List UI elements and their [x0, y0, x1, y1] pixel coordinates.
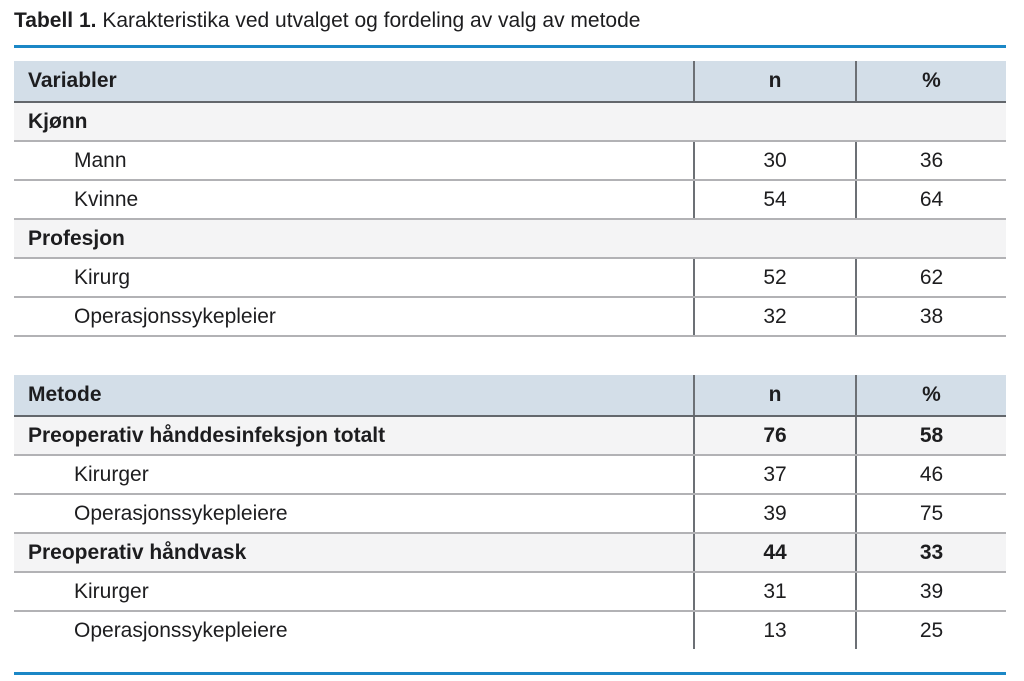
table-row: Kirurg 52 62 — [14, 258, 1006, 298]
header-pct: % — [855, 375, 1006, 417]
table-row: Kirurger 31 39 — [14, 572, 1006, 612]
row-pct: 39 — [855, 572, 1006, 612]
table-row: Kvinne 54 64 — [14, 180, 1006, 220]
table-row: Operasjonssykepleiere 39 75 — [14, 494, 1006, 534]
row-n: 13 — [693, 611, 856, 649]
row-label: Mann — [14, 141, 694, 181]
row-pct: 36 — [855, 141, 1006, 181]
section-row: Profesjon — [14, 219, 1006, 259]
total-row: Preoperativ håndvask 44 33 — [14, 533, 1006, 573]
row-n: 54 — [693, 180, 856, 220]
header-metode: Metode — [14, 375, 694, 417]
row-pct: 64 — [855, 180, 1006, 220]
row-pct: 38 — [855, 297, 1006, 337]
table-caption-text: Karakteristika ved utvalget og fordeling… — [96, 9, 641, 32]
row-label: Kirurger — [14, 572, 694, 612]
row-n: 37 — [693, 455, 856, 495]
row-n: 39 — [693, 494, 856, 534]
row-label: Operasjonssykepleier — [14, 297, 694, 337]
table-header-row: Variabler n % — [14, 61, 1006, 103]
header-pct: % — [855, 61, 1006, 103]
bottom-accent-rule — [14, 672, 1006, 675]
row-label: Operasjonssykepleiere — [14, 611, 694, 649]
row-label: Preoperativ hånddesinfeksjon totalt — [14, 416, 694, 456]
row-label: Operasjonssykepleiere — [14, 494, 694, 534]
table-caption: Tabell 1. Karakteristika ved utvalget og… — [14, 8, 1006, 34]
row-pct: 33 — [855, 533, 1006, 573]
section-label: Kjønn — [14, 102, 1006, 142]
total-row: Preoperativ hånddesinfeksjon totalt 76 5… — [14, 416, 1006, 456]
row-n: 52 — [693, 258, 856, 298]
characteristics-table: Variabler n % Kjønn Mann 30 36 Kvinne 54… — [14, 61, 1006, 337]
row-pct: 25 — [855, 611, 1006, 649]
section-row: Kjønn — [14, 102, 1006, 142]
row-pct: 46 — [855, 455, 1006, 495]
row-n: 31 — [693, 572, 856, 612]
table-row: Kirurger 37 46 — [14, 455, 1006, 495]
table-row: Operasjonssykepleiere 13 25 — [14, 611, 1006, 649]
header-variabler: Variabler — [14, 61, 694, 103]
row-label: Kirurg — [14, 258, 694, 298]
row-label: Kirurger — [14, 455, 694, 495]
table-header-row: Metode n % — [14, 375, 1006, 417]
header-n: n — [693, 61, 856, 103]
top-accent-rule — [14, 45, 1006, 48]
row-pct: 58 — [855, 416, 1006, 456]
table-row: Operasjonssykepleier 32 38 — [14, 297, 1006, 337]
row-label: Kvinne — [14, 180, 694, 220]
row-n: 76 — [693, 416, 856, 456]
row-pct: 75 — [855, 494, 1006, 534]
row-pct: 62 — [855, 258, 1006, 298]
row-n: 44 — [693, 533, 856, 573]
row-n: 30 — [693, 141, 856, 181]
row-n: 32 — [693, 297, 856, 337]
row-label: Preoperativ håndvask — [14, 533, 694, 573]
method-table: Metode n % Preoperativ hånddesinfeksjon … — [14, 375, 1006, 649]
table-row: Mann 30 36 — [14, 141, 1006, 181]
header-n: n — [693, 375, 856, 417]
section-label: Profesjon — [14, 219, 1006, 259]
table-caption-label: Tabell 1. — [14, 9, 97, 32]
